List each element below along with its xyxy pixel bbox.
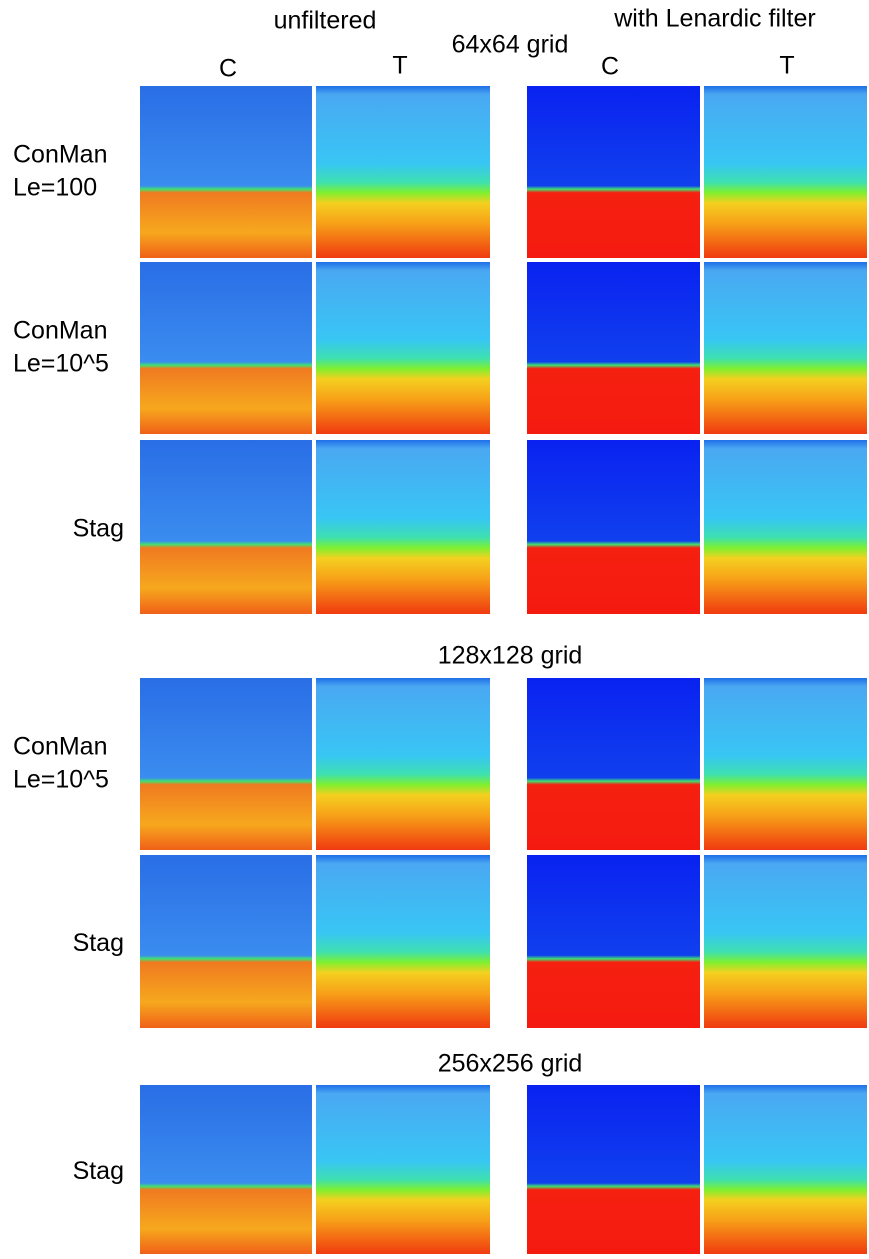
- section-title: 128x128 grid: [438, 642, 583, 670]
- field-panel: [316, 86, 490, 258]
- column-label: C: [601, 53, 619, 81]
- row-label: Stag: [73, 515, 124, 543]
- field-panel: [140, 262, 312, 434]
- row-label: Le=10^5: [13, 766, 109, 794]
- field-panel: [140, 855, 312, 1028]
- row-label: ConMan: [13, 317, 108, 345]
- field-panel: [527, 262, 700, 434]
- field-panel: [316, 262, 490, 434]
- field-panel: [140, 86, 312, 258]
- field-panel: [316, 678, 490, 850]
- row-label: ConMan: [13, 733, 108, 761]
- row-label: Stag: [73, 1157, 124, 1185]
- field-panel: [140, 1085, 312, 1254]
- field-panel: [704, 440, 867, 614]
- section-title: 256x256 grid: [438, 1050, 583, 1078]
- field-panel: [527, 1085, 700, 1254]
- field-panel: [316, 440, 490, 614]
- field-panel: [704, 678, 867, 850]
- row-label: Le=10^5: [13, 350, 109, 378]
- field-panel: [527, 86, 700, 258]
- field-panel: [704, 855, 867, 1028]
- column-label: T: [779, 52, 794, 80]
- field-panel: [316, 855, 490, 1028]
- row-label: Stag: [73, 929, 124, 957]
- column-label: C: [219, 55, 237, 83]
- field-panel: [527, 678, 700, 850]
- field-panel: [704, 1085, 867, 1254]
- row-label: Le=100: [13, 174, 97, 202]
- field-panel: [140, 440, 312, 614]
- field-panel: [704, 86, 867, 258]
- field-panel: [527, 855, 700, 1028]
- field-panel: [316, 1085, 490, 1254]
- field-panel: [140, 678, 312, 850]
- row-label: ConMan: [13, 141, 108, 169]
- section-title: 64x64 grid: [452, 31, 569, 59]
- field-panel: [704, 262, 867, 434]
- group-label: unfiltered: [274, 7, 377, 35]
- column-label: T: [392, 52, 407, 80]
- group-label: with Lenardic filter: [613, 5, 815, 33]
- field-panel: [527, 440, 700, 614]
